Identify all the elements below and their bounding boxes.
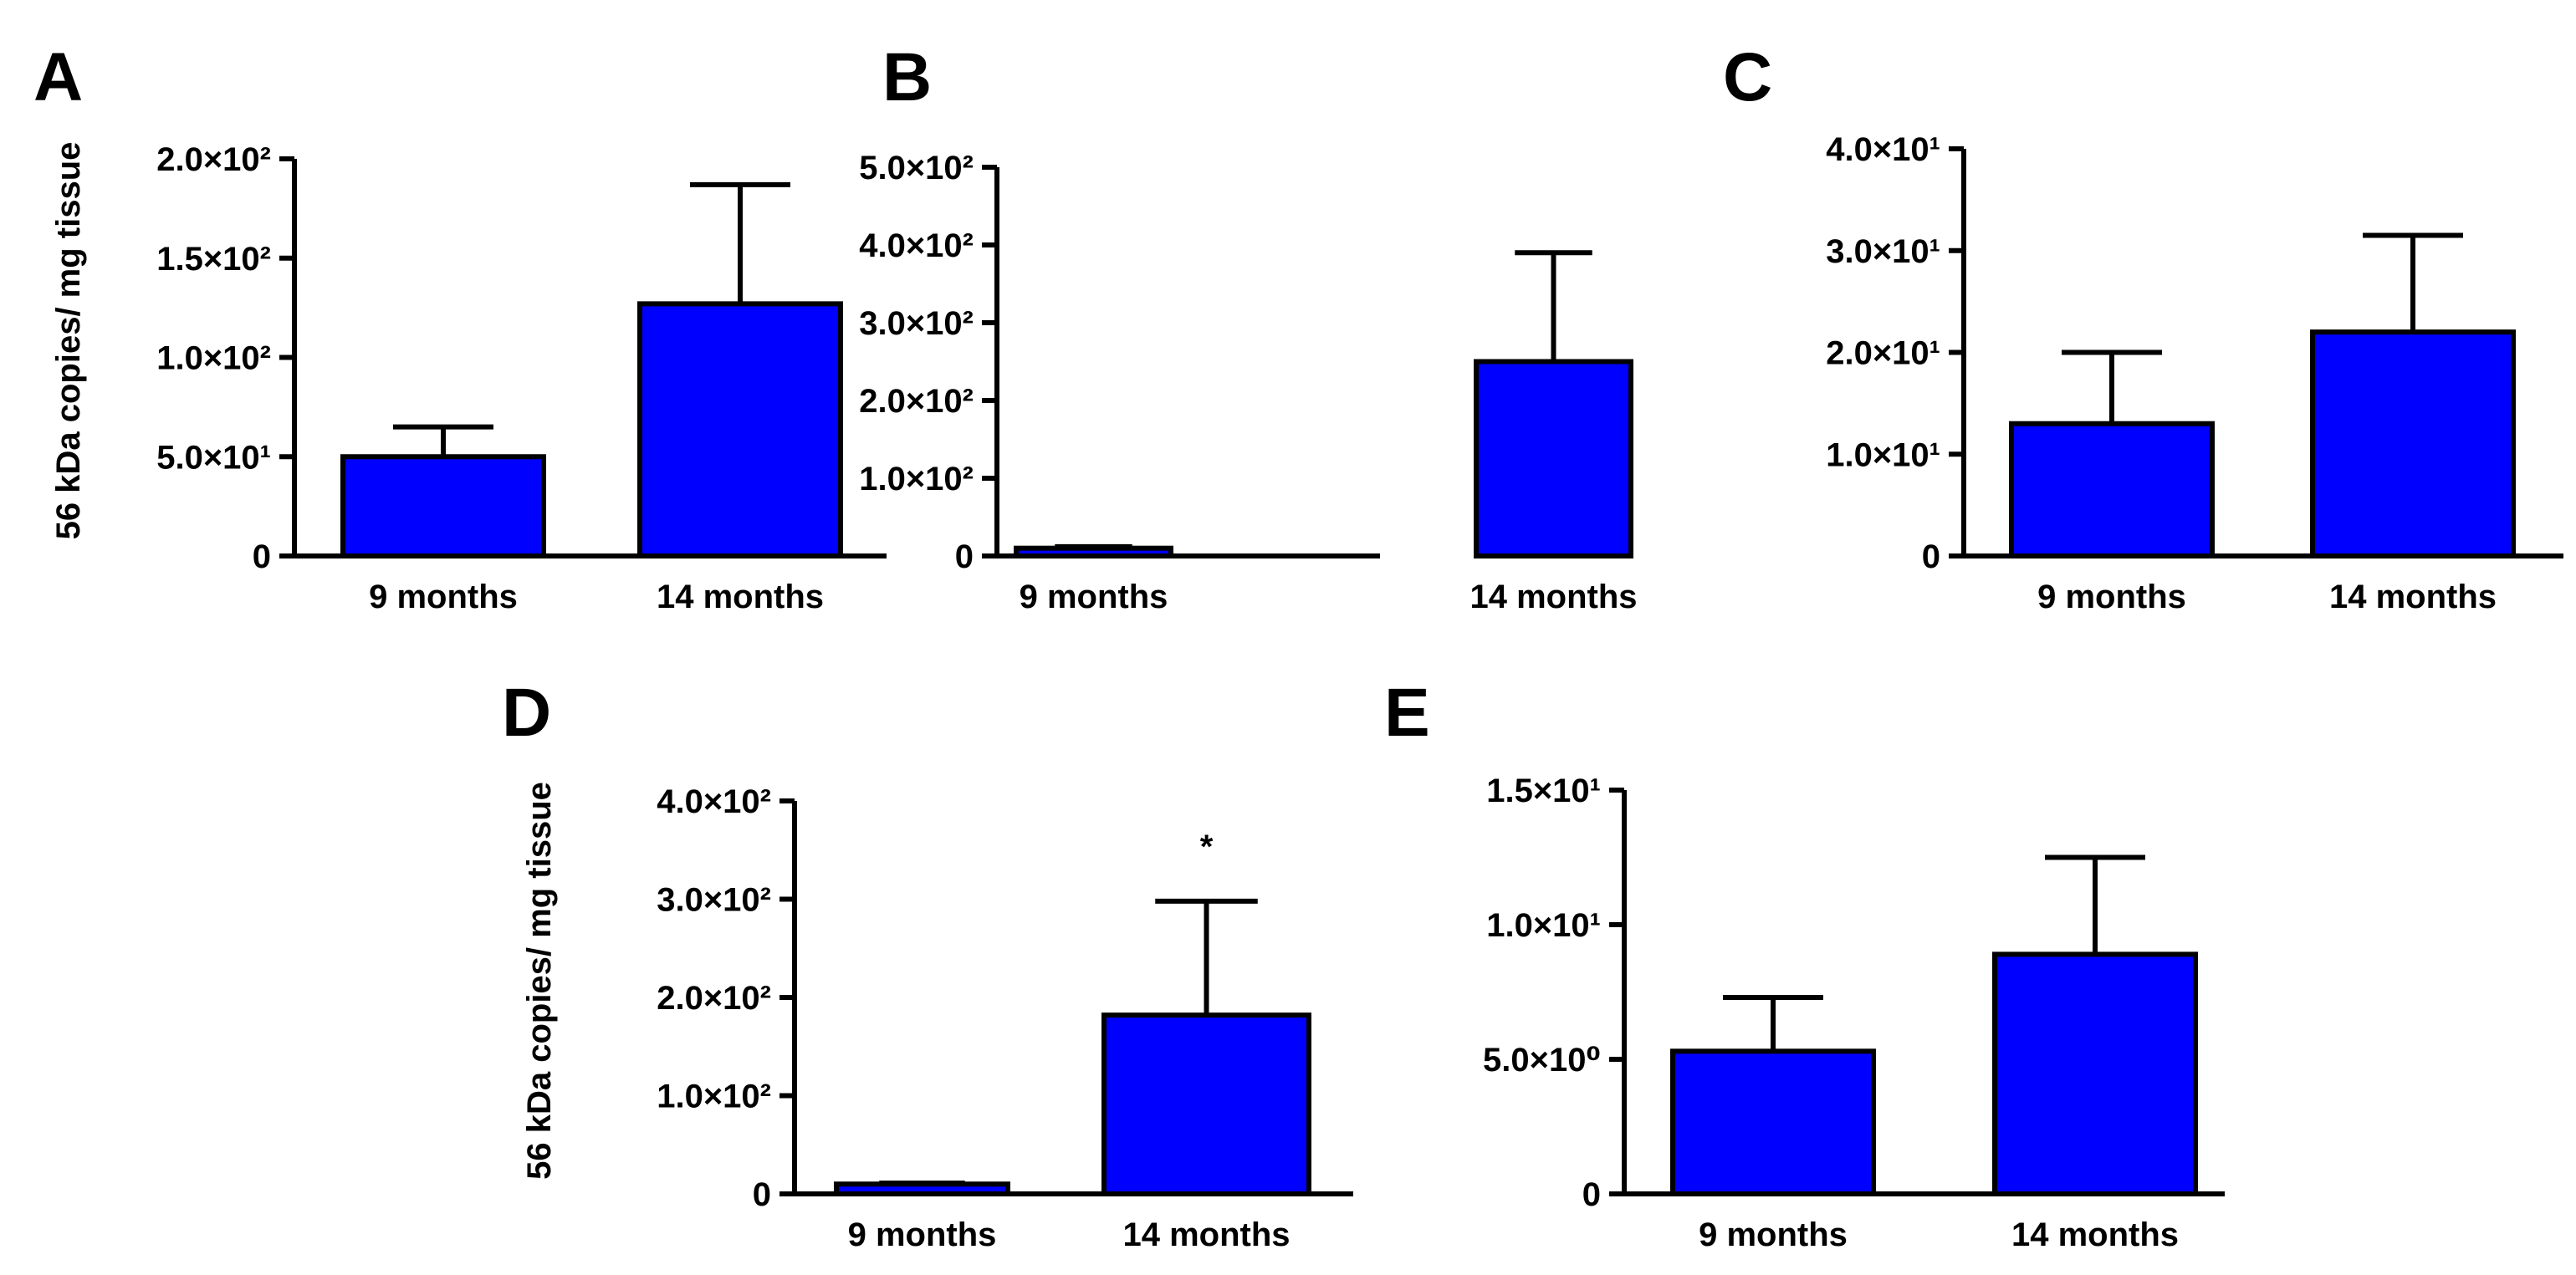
panel-e-category-label-2: 14 months [2011, 1216, 2179, 1253]
panel-a-y-tick-label-5: 2.0×10² [156, 141, 271, 178]
panel-d-y-tick-label-5: 4.0×10² [657, 783, 771, 820]
panel-a-y-tick-label-4: 1.5×10² [156, 241, 271, 278]
panel-a-y-tick-label-2: 5.0×10¹ [156, 439, 271, 476]
panel-a-category-label-1: 9 months [369, 579, 518, 615]
panel-d-y-axis-title: 56 kDa copies/ mg tissue [521, 782, 558, 1180]
panel-e-y-tick-label-3: 1.0×10¹ [1486, 907, 1601, 944]
panel-b-y-tick-label-1: 0 [955, 538, 974, 575]
panel-e-letter: E [1384, 675, 1430, 751]
panel-a-y-tick-label-3: 1.0×10² [156, 340, 271, 377]
panel-d-significance-marker-1: * [1200, 829, 1214, 865]
panel-d-category-label-2: 14 months [1122, 1216, 1290, 1253]
panel-d-y-tick-label-2: 1.0×10² [657, 1079, 771, 1115]
panel-a-letter: A [33, 39, 83, 115]
panel-a-y-axis-title: 56 kDa copies/ mg tissue [50, 142, 87, 540]
panel-c-y-tick-label-2: 1.0×10¹ [1826, 436, 1940, 473]
panel-d-y-tick-label-3: 2.0×10² [657, 980, 771, 1017]
panel-d-bar-2 [1101, 1012, 1311, 1197]
panel-a-y-tick-label-1: 0 [253, 538, 271, 575]
panel-c-y-tick-label-1: 0 [1922, 538, 1940, 575]
panel-e-y-tick-label-1: 0 [1582, 1176, 1601, 1213]
panel-b-y-tick-label-4: 3.0×10² [859, 305, 974, 342]
panel-a-bar-1 [340, 454, 546, 558]
panel-b-bar-2 [1474, 359, 1633, 558]
panel-b-y-tick-label-5: 4.0×10² [859, 227, 974, 264]
panel-d-y-tick-label-1: 0 [753, 1176, 771, 1213]
panel-d-y-tick-label-4: 3.0×10² [657, 882, 771, 919]
panel-e-category-label-1: 9 months [1699, 1216, 1848, 1253]
panel-e-y-tick-label-2: 5.0×10⁰ [1483, 1042, 1601, 1079]
panel-c-y-tick-label-4: 3.0×10¹ [1826, 233, 1940, 270]
panel-b-y-tick-label-2: 1.0×10² [859, 461, 974, 497]
panel-b-y-tick-label-3: 2.0×10² [859, 383, 974, 420]
panel-c-category-label-1: 9 months [2037, 579, 2186, 615]
panel-c-y-tick-label-5: 4.0×10¹ [1826, 131, 1940, 168]
panel-c-letter: C [1723, 39, 1772, 115]
panel-b-y-tick-label-6: 5.0×10² [859, 150, 974, 186]
panel-d-letter: D [502, 675, 551, 751]
panel-a-bar-2 [637, 301, 843, 558]
panel-b-letter: B [882, 39, 932, 115]
panel-e-y-tick-label-4: 1.5×10¹ [1486, 773, 1601, 809]
panel-d-category-label-1: 9 months [848, 1216, 997, 1253]
panel-e-bar-1 [1670, 1048, 1876, 1196]
panel-b-category-label-2: 14 months [1469, 579, 1637, 615]
panel-c-category-label-2: 14 months [2329, 579, 2497, 615]
panel-c-bar-1 [2009, 421, 2215, 558]
panel-a-category-label-2: 14 months [657, 579, 824, 615]
panel-c-bar-2 [2310, 329, 2516, 558]
panel-b-category-label-1: 9 months [1020, 579, 1168, 615]
panel-c-y-tick-label-3: 2.0×10¹ [1826, 335, 1940, 372]
panel-e-bar-2 [1992, 951, 2198, 1197]
